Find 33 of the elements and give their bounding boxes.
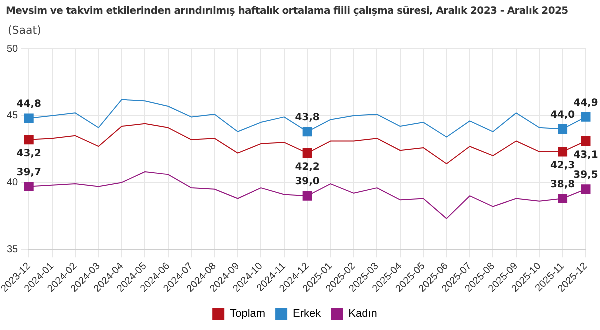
legend-label: Toplam <box>230 308 266 320</box>
point <box>558 124 568 134</box>
point <box>302 148 312 158</box>
point <box>581 136 591 146</box>
point <box>558 147 568 157</box>
data-label: 44,0 <box>550 110 576 121</box>
legend-label: Kadın <box>348 308 378 320</box>
chart-title: Mevsim ve takvim etkilerinden arındırılmış haftalık ortalama fiili çalışma süresi, Aralık 2023 - Aralık 2025 <box>6 6 570 17</box>
point <box>24 135 34 145</box>
point <box>24 114 34 124</box>
point <box>302 191 312 201</box>
data-label: 38,8 <box>550 179 576 190</box>
data-label: 43,8 <box>295 112 320 124</box>
chart-subtitle: (Saat) <box>8 24 42 37</box>
data-label: 44,8 <box>16 99 42 110</box>
data-label: 44,9 <box>574 98 598 109</box>
point <box>302 127 312 137</box>
point <box>581 112 591 122</box>
point <box>558 194 568 204</box>
data-label: 39,7 <box>16 167 42 178</box>
data-label: 42,2 <box>295 162 320 173</box>
data-label: 39,5 <box>574 170 598 181</box>
y-tick-label: 40 <box>7 177 19 188</box>
y-tick-label: 35 <box>7 244 19 256</box>
point <box>24 182 34 192</box>
legend-label: Erkek <box>293 308 322 320</box>
y-tick-label: 45 <box>7 110 19 122</box>
data-label: 43,2 <box>16 148 42 160</box>
data-label: 43,1 <box>574 150 598 161</box>
data-label: 39,0 <box>295 176 320 188</box>
point <box>581 184 591 194</box>
data-label: 42,3 <box>550 160 576 172</box>
y-tick-label: 50 <box>7 44 19 55</box>
